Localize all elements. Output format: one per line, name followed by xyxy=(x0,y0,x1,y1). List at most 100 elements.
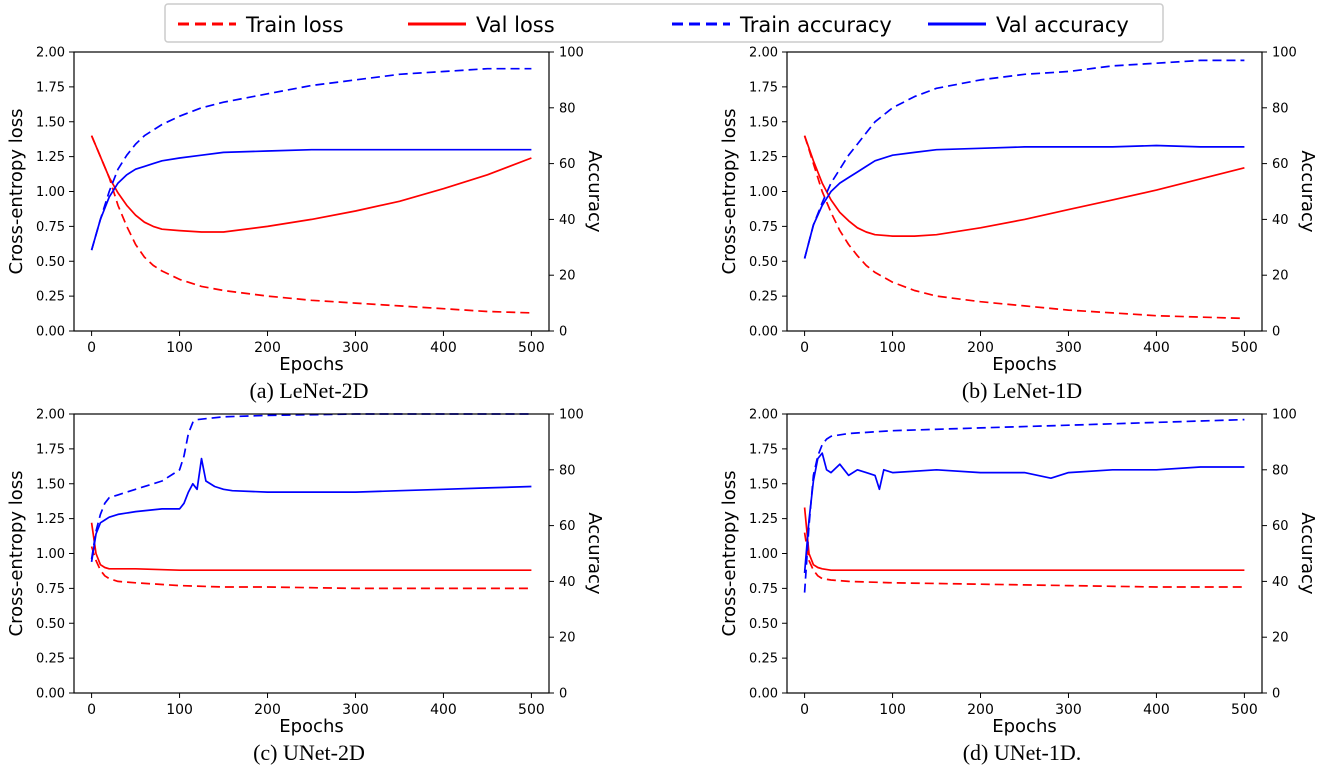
legend-item-0: Train loss xyxy=(178,13,344,37)
x-tick-label: 300 xyxy=(342,702,369,718)
y-right-tick-label: 20 xyxy=(559,269,576,284)
y-right-tick-label: 40 xyxy=(559,213,576,228)
y-right-tick-label: 0 xyxy=(1272,687,1280,702)
x-tick-label: 400 xyxy=(1143,340,1170,356)
y-right-tick-label: 40 xyxy=(1272,213,1289,228)
y-left-tick-label: 1.50 xyxy=(36,115,65,130)
y-left-axis-label: Cross-entropy loss xyxy=(719,109,740,275)
x-tick-label: 300 xyxy=(1055,702,1082,718)
series-line-val-accuracy xyxy=(90,148,532,251)
y-right-tick-label: 100 xyxy=(1272,46,1297,61)
y-left-tick-label: 0.50 xyxy=(36,255,65,270)
x-tick-label: 400 xyxy=(430,702,457,718)
x-tick-label: 100 xyxy=(166,340,193,356)
panel-caption: (d) UNet-1D. xyxy=(963,740,1082,765)
y-left-tick-label: 0.25 xyxy=(749,290,778,305)
x-tick-label: 400 xyxy=(1143,702,1170,718)
y-left-tick-label: 1.00 xyxy=(36,185,65,200)
y-right-tick-label: 80 xyxy=(1272,101,1289,116)
series-line-val-loss xyxy=(803,507,1245,572)
y-left-tick-label: 0.75 xyxy=(749,220,778,235)
y-left-tick-label: 1.00 xyxy=(749,547,778,562)
plot-frame xyxy=(73,51,550,332)
y-left-tick-label: 1.00 xyxy=(36,547,65,562)
plot-frame xyxy=(786,51,1263,332)
panel-caption: (c) UNet-2D xyxy=(253,740,365,765)
series-line-val-loss xyxy=(803,135,1245,237)
y-right-tick-label: 40 xyxy=(1272,575,1289,590)
y-right-tick-label: 100 xyxy=(559,46,584,61)
y-left-tick-label: 1.25 xyxy=(36,512,65,527)
x-tick-label: 0 xyxy=(800,340,809,356)
y-right-tick-label: 60 xyxy=(1272,157,1289,172)
x-tick-label: 400 xyxy=(430,340,457,356)
y-left-tick-label: 1.50 xyxy=(749,115,778,130)
y-left-tick-label: 0.50 xyxy=(749,617,778,632)
legend-label: Train accuracy xyxy=(739,13,892,37)
y-right-tick-label: 80 xyxy=(1272,463,1289,478)
y-left-tick-label: 1.50 xyxy=(749,477,778,492)
y-left-tick-label: 1.25 xyxy=(36,150,65,165)
y-left-tick-label: 0.50 xyxy=(749,255,778,270)
legend-item-2: Train accuracy xyxy=(672,13,892,37)
series-line-train-loss xyxy=(803,532,1245,588)
legend-item-3: Val accuracy xyxy=(928,13,1129,37)
y-right-tick-label: 60 xyxy=(1272,519,1289,534)
y-right-tick-label: 0 xyxy=(559,687,567,702)
y-left-tick-label: 0.75 xyxy=(749,582,778,597)
y-left-tick-label: 2.00 xyxy=(36,408,65,423)
y-right-axis-label: Accuracy xyxy=(1297,512,1318,595)
y-right-tick-label: 20 xyxy=(559,631,576,646)
y-right-axis-label: Accuracy xyxy=(584,150,605,233)
x-tick-label: 100 xyxy=(879,340,906,356)
series-line-val-accuracy xyxy=(90,457,532,563)
y-left-tick-label: 1.75 xyxy=(749,442,778,457)
x-axis-label: Epochs xyxy=(992,354,1057,375)
series-line-val-loss xyxy=(90,522,532,572)
chart-panel-1: 0 100 200 300 400 5000.000.250.500.751.001.25… xyxy=(719,46,1318,404)
series-line-train-accuracy xyxy=(90,67,532,251)
y-right-tick-label: 20 xyxy=(1272,269,1289,284)
y-left-tick-label: 0.75 xyxy=(36,582,65,597)
x-tick-label: 500 xyxy=(1231,340,1258,356)
y-right-tick-label: 0 xyxy=(1272,325,1280,340)
legend-label: Val accuracy xyxy=(996,13,1129,37)
y-left-tick-label: 1.25 xyxy=(749,512,778,527)
series-line-val-loss xyxy=(90,135,532,233)
series-line-train-accuracy xyxy=(90,413,532,560)
y-right-tick-label: 60 xyxy=(559,519,576,534)
x-tick-label: 500 xyxy=(1231,702,1258,718)
y-right-axis-label: Accuracy xyxy=(584,512,605,595)
chart-panel-0: 0 100 200 300 400 5000.000.250.500.751.001.25… xyxy=(6,46,605,404)
y-right-tick-label: 40 xyxy=(559,575,576,590)
x-tick-label: 100 xyxy=(166,702,193,718)
x-tick-label: 0 xyxy=(87,702,96,718)
legend-frame xyxy=(164,3,1164,43)
y-left-tick-label: 2.00 xyxy=(36,46,65,61)
y-right-tick-label: 100 xyxy=(1272,408,1297,423)
y-left-tick-label: 0.25 xyxy=(749,652,778,667)
x-tick-label: 0 xyxy=(87,340,96,356)
y-left-tick-label: 0.75 xyxy=(36,220,65,235)
y-left-axis-label: Cross-entropy loss xyxy=(6,471,27,637)
series-line-val-accuracy xyxy=(803,144,1245,259)
y-left-tick-label: 0.50 xyxy=(36,617,65,632)
series-line-train-loss xyxy=(90,546,532,590)
x-tick-label: 200 xyxy=(254,340,281,356)
series-line-train-accuracy xyxy=(803,59,1245,259)
x-tick-label: 500 xyxy=(518,702,545,718)
x-tick-label: 200 xyxy=(967,340,994,356)
x-tick-label: 300 xyxy=(342,340,369,356)
y-left-tick-label: 0.25 xyxy=(36,290,65,305)
x-tick-label: 100 xyxy=(879,702,906,718)
y-left-tick-label: 0.00 xyxy=(749,687,778,702)
legend-label: Train loss xyxy=(245,13,344,37)
panel-caption: (a) LeNet-2D xyxy=(249,378,368,403)
legend-item-1: Val loss xyxy=(408,13,555,37)
x-tick-label: 300 xyxy=(1055,340,1082,356)
x-tick-label: 200 xyxy=(254,702,281,718)
y-left-axis-label: Cross-entropy loss xyxy=(719,471,740,637)
legend: Train loss Val loss Train accuracy Val accu… xyxy=(164,3,1164,43)
series-line-train-accuracy xyxy=(803,418,1245,593)
x-tick-label: 0 xyxy=(800,702,809,718)
